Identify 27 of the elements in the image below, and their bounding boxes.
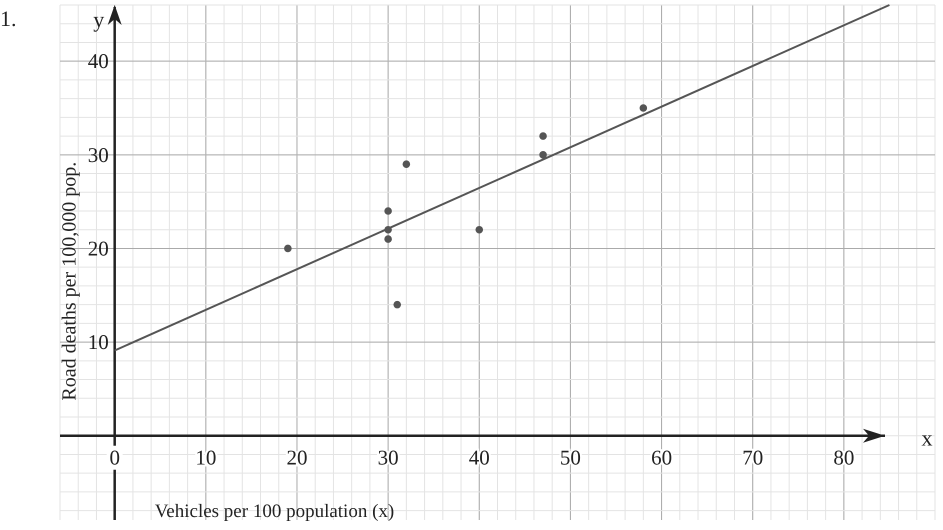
- x-tick-label: 50: [560, 446, 581, 470]
- x-tick-label: 40: [468, 446, 490, 470]
- text: 1.: [0, 6, 16, 31]
- y-tick-label: 10: [88, 330, 109, 354]
- x-tick-label: 30: [378, 446, 399, 470]
- annotation: y: [93, 7, 104, 32]
- x-tick-label: 70: [742, 446, 764, 470]
- point: [475, 226, 484, 234]
- point: [384, 235, 392, 243]
- x-tick-label: 0: [109, 446, 120, 470]
- x-tick-label: 20: [286, 446, 308, 470]
- point: [393, 300, 402, 308]
- point: [640, 104, 648, 112]
- point: [539, 132, 547, 140]
- x-tick-label: 60: [651, 446, 672, 470]
- y-axis-title: Road deaths per 100,000 pop.: [58, 162, 81, 401]
- point: [284, 244, 292, 252]
- point: [384, 207, 392, 215]
- x-tick-label: 10: [195, 446, 216, 470]
- point: [539, 151, 547, 159]
- point: [402, 160, 410, 168]
- y-tick-label: 20: [88, 236, 109, 260]
- x-axis-title: Vehicles per 100 population (x): [154, 501, 394, 522]
- annotation: x: [922, 426, 932, 451]
- y-tick-label: 40: [88, 49, 109, 74]
- y-tick-label: 30: [88, 142, 109, 167]
- x-tick-label: 80: [833, 446, 854, 470]
